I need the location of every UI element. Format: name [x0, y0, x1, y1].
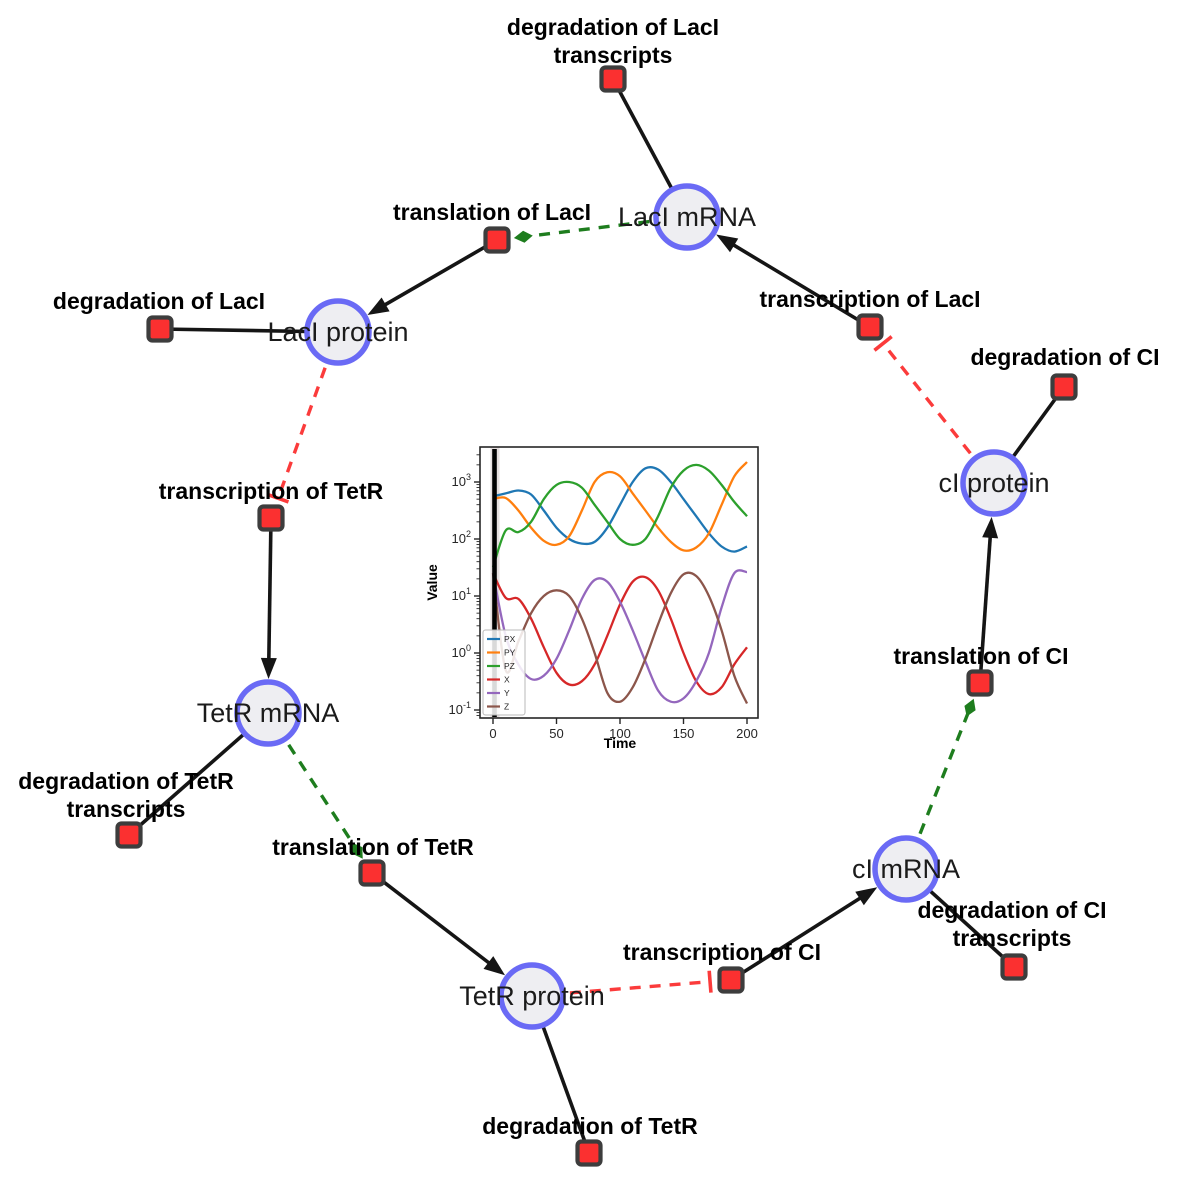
- species-label-laci_protein: LacI protein: [267, 317, 408, 347]
- series-curve-Z: [491, 571, 749, 704]
- edge-production-transcription_tetr-tetr_mrna: [266, 517, 273, 666]
- legend-label-Y: Y: [504, 688, 510, 698]
- legend-label-PZ: PZ: [504, 661, 515, 671]
- series-curve-X: [491, 572, 748, 696]
- series-curve-PY: [492, 461, 748, 552]
- edge-production-transcription_ci-ci_mrna: [730, 893, 867, 982]
- x-tick-label: 0: [489, 726, 496, 741]
- edge-production-transcription_ci-ci_mrna-arrowhead: [855, 887, 878, 906]
- timecourse-inset-chart: 103 102 101 100 10-1 0 50 100 150 200 PX PY PZ XYZ Tim…: [424, 446, 759, 751]
- y-tick-label: 102: [452, 529, 471, 546]
- reaction-node-deg_laci[interactable]: [146, 315, 174, 343]
- edge-inhibition-tetr_protein-transcription_ci-tbar: [707, 970, 713, 993]
- edge-modifier-tetr_mrna-translation_tetr-arrowhead: [352, 842, 363, 859]
- reaction-node-transcription_ci[interactable]: [717, 966, 745, 994]
- species-node-ci_protein[interactable]: [960, 449, 1028, 517]
- reaction-node-deg_ci[interactable]: [1050, 373, 1078, 401]
- labels-layer: LacI mRNA LacI protein TetR mRNA TetR prote…: [18, 14, 1159, 1139]
- y-axis-label: Value: [424, 564, 440, 601]
- edge-modifier-ci_mrna-translation_ci-arrowhead: [964, 698, 976, 717]
- reaction-node-translation_ci[interactable]: [966, 669, 994, 697]
- y-tick-label: 10-1: [449, 700, 471, 717]
- plot-axes-box: [479, 446, 759, 719]
- reaction-node-deg_tetr_transcripts[interactable]: [115, 821, 143, 849]
- species-node-laci_mrna[interactable]: [653, 183, 721, 251]
- reaction-label-deg_tetr_transcripts: degradation of TetR transcripts: [18, 768, 234, 822]
- reaction-label-deg_laci: degradation of LacI: [53, 288, 265, 314]
- x-tick-label: 50: [549, 726, 563, 741]
- species-label-tetr_protein: TetR protein: [459, 981, 605, 1011]
- y-tick-label: 100: [452, 643, 471, 660]
- legend-label-PX: PX: [504, 634, 516, 644]
- edge-inhibition-laci_protein-transcription_tetr-tbar: [267, 492, 290, 504]
- reaction-label-deg_ci_transcripts: degradation of CI transcripts: [917, 897, 1106, 951]
- edge-inhibition-laci_protein-transcription_tetr: [276, 367, 327, 499]
- edge-production-transcription_tetr-tetr_mrna-arrowhead: [260, 657, 277, 680]
- legend-label-PY: PY: [504, 648, 516, 658]
- species-node-ci_mrna[interactable]: [872, 835, 940, 903]
- y-tick-label: 101: [452, 586, 471, 603]
- reaction-node-translation_tetr[interactable]: [358, 859, 386, 887]
- species-label-ci_mrna: cI mRNA: [852, 854, 960, 884]
- edge-production-translation_tetr-tetr_protein-arrowhead: [483, 956, 506, 976]
- species-node-laci_protein[interactable]: [304, 298, 372, 366]
- reaction-label-transcription_laci: transcription of LacI: [759, 286, 980, 312]
- reaction-label-deg_tetr: degradation of TetR: [482, 1113, 698, 1139]
- edge-production-translation_tetr-tetr_protein: [370, 871, 496, 969]
- edge-inhibition-ci_protein-transcription_laci-tbar: [873, 335, 893, 352]
- edge-modifier-tetr_mrna-translation_tetr: [287, 743, 357, 848]
- species-node-tetr_mrna[interactable]: [234, 679, 302, 747]
- species-label-tetr_mrna: TetR mRNA: [197, 698, 340, 728]
- species-label-ci_protein: cI protein: [938, 468, 1049, 498]
- edge-production-translation_ci-ci_protein-arrowhead: [982, 516, 999, 539]
- reaction-node-transcription_tetr[interactable]: [257, 504, 285, 532]
- legend-label-Z: Z: [504, 702, 509, 712]
- y-tick-label: 103: [452, 472, 471, 489]
- reaction-node-translation_laci[interactable]: [483, 226, 511, 254]
- reaction-node-deg_laci_transcripts[interactable]: [599, 65, 627, 93]
- x-tick-label: 100: [609, 726, 631, 741]
- series-curve-PZ: [491, 463, 748, 568]
- reaction-node-deg_tetr[interactable]: [575, 1139, 603, 1167]
- edge-modifier-laci_mrna-translation_laci: [527, 219, 650, 238]
- edge-inhibition-ci_protein-transcription_laci: [881, 342, 972, 455]
- edge-inhibition-tetr_protein-transcription_ci: [569, 979, 711, 995]
- reaction-label-deg_laci_transcripts: degradation of LacI transcripts: [507, 14, 719, 68]
- nodes-layer: [115, 65, 1078, 1167]
- edge-production-transcription_laci-laci_mrna: [727, 240, 871, 329]
- edge-modifier-laci_mrna-translation_laci-arrowhead: [513, 230, 533, 243]
- edge-production-transcription_laci-laci_mrna-arrowhead: [716, 234, 739, 253]
- reaction-label-translation_ci: translation of CI: [893, 643, 1068, 669]
- edge-production-translation_laci-laci_protein: [378, 238, 498, 310]
- reaction-node-transcription_laci[interactable]: [856, 313, 884, 341]
- species-label-laci_mrna: LacI mRNA: [618, 202, 756, 232]
- x-tick-label: 150: [673, 726, 695, 741]
- x-axis-label: Time: [604, 735, 637, 751]
- series-curve-PX: [492, 466, 748, 553]
- reaction-node-deg_ci_transcripts[interactable]: [1000, 953, 1028, 981]
- species-node-tetr_protein[interactable]: [498, 962, 566, 1030]
- reaction-label-deg_ci: degradation of CI: [970, 344, 1159, 370]
- x-tick-label: 200: [736, 726, 758, 741]
- series-curve-Y: [491, 569, 748, 704]
- edge-modifier-ci_mrna-translation_ci: [918, 711, 971, 835]
- reaction-label-transcription_tetr: transcription of TetR: [159, 478, 384, 504]
- edge-production-translation_laci-laci_protein-arrowhead: [367, 297, 390, 315]
- reaction-label-translation_tetr: translation of TetR: [272, 834, 474, 860]
- legend-label-X: X: [504, 675, 510, 685]
- edge-production-translation_ci-ci_protein: [978, 530, 993, 684]
- reaction-label-translation_laci: translation of LacI: [393, 199, 591, 225]
- reaction-label-transcription_ci: transcription of CI: [623, 939, 821, 965]
